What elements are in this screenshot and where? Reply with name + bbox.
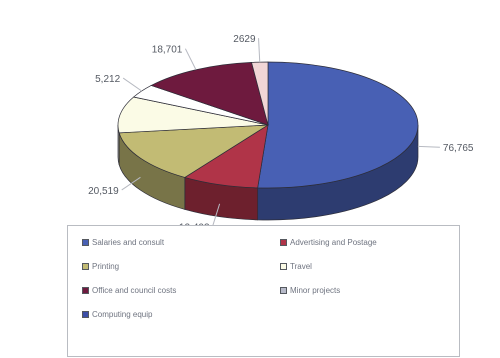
- legend-label-office: Office and council costs: [92, 286, 177, 295]
- legend-label-advertising: Advertising and Postage: [290, 238, 377, 247]
- legend-swatch-travel: [280, 263, 287, 270]
- legend-item-salaries: Salaries and consult: [82, 238, 164, 247]
- pie-slice-5: [150, 62, 269, 126]
- legend-swatch-advertising: [280, 239, 287, 246]
- pie-slice-0: [257, 61, 419, 189]
- legend-item-computing: Computing equip: [82, 310, 152, 319]
- legend-swatch-office: [82, 287, 89, 294]
- legend-swatch-printing: [82, 263, 89, 270]
- legend-item-printing: Printing: [82, 262, 119, 271]
- pie-slice-6: [251, 61, 269, 126]
- data-label-4: 5,212: [95, 74, 120, 85]
- legend-item-office: Office and council costs: [82, 286, 176, 295]
- leader-line-4: [122, 77, 142, 92]
- legend-swatch-computing: [82, 311, 89, 318]
- legend: Salaries and consult Advertising and Pos…: [67, 225, 460, 357]
- data-label-5: 18,701: [152, 45, 183, 56]
- data-label-2: 20,519: [88, 186, 119, 197]
- leader-line-5: [184, 48, 197, 70]
- data-label-0: 76,765: [443, 143, 474, 154]
- legend-label-salaries: Salaries and consult: [92, 238, 165, 247]
- legend-swatch-minor: [280, 287, 287, 294]
- leader-line-0: [417, 145, 440, 148]
- leader-line-1: [212, 203, 221, 227]
- leader-line-2: [121, 176, 141, 191]
- legend-item-travel: Travel: [280, 262, 312, 271]
- legend-label-computing: Computing equip: [92, 310, 153, 319]
- pie-slice-3: [117, 96, 269, 134]
- legend-item-advertising: Advertising and Postage: [280, 238, 377, 247]
- pie-slice-2: [118, 124, 270, 178]
- legend-item-minor: Minor projects: [280, 286, 340, 295]
- legend-label-minor: Minor projects: [290, 286, 341, 295]
- legend-label-travel: Travel: [290, 262, 312, 271]
- legend-swatch-salaries: [82, 239, 89, 246]
- data-label-6: 2629: [233, 34, 256, 45]
- legend-label-printing: Printing: [92, 262, 120, 271]
- leader-line-6: [258, 38, 261, 63]
